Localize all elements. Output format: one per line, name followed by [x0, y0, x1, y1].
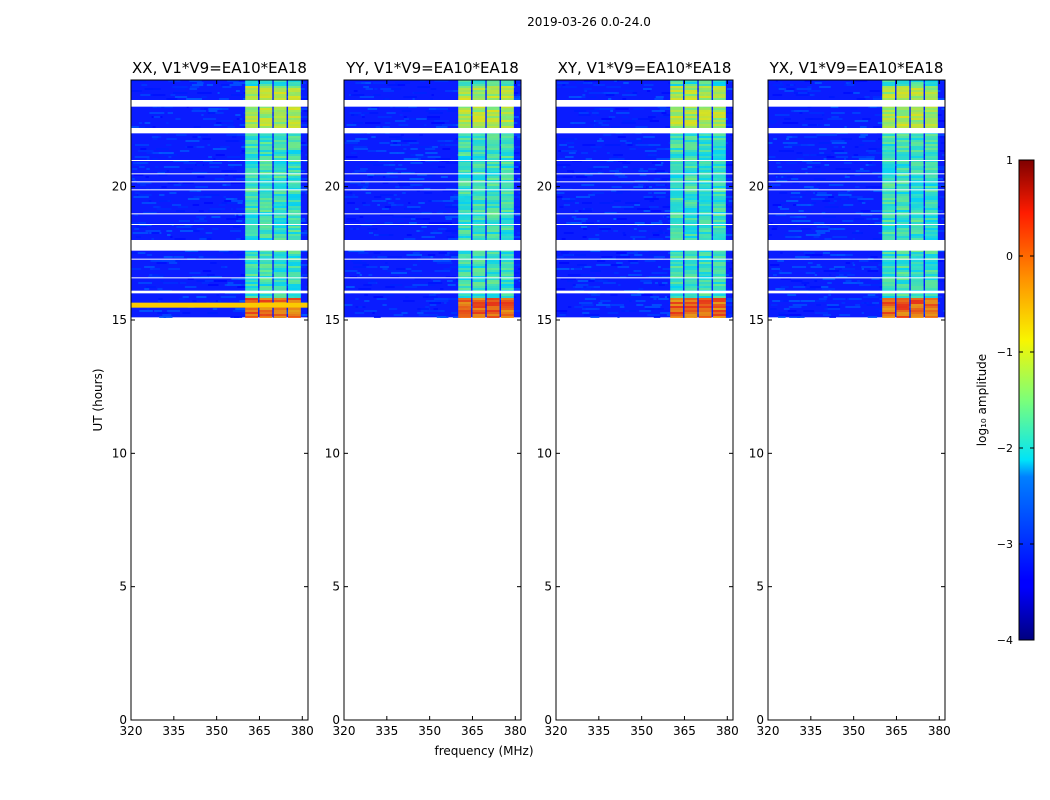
panel-title: YX, V1*V9=EA10*EA18	[769, 59, 944, 77]
x-tick-label: 350	[842, 724, 865, 738]
y-tick-label: 0	[119, 713, 127, 727]
x-tick-label: 335	[799, 724, 822, 738]
panels: XX, V1*V9=EA10*EA18 320 335 350 365 380 0 5 10 15…	[112, 59, 951, 738]
y-tick-label: 20	[112, 180, 127, 194]
y-tick-label: 10	[749, 446, 764, 460]
x-tick-label: 380	[291, 724, 314, 738]
colorbar-tick-label: −4	[997, 634, 1013, 647]
panel-title: XX, V1*V9=EA10*EA18	[132, 59, 307, 77]
panel-xx: XX, V1*V9=EA10*EA18 320 335 350 365 380 0 5 10 15…	[112, 59, 314, 738]
y-tick-label: 20	[749, 180, 764, 194]
colorbar-tick-label: 1	[1006, 154, 1013, 167]
y-tick-label: 5	[119, 580, 127, 594]
panel-title: XY, V1*V9=EA10*EA18	[558, 59, 732, 77]
colorbar-gradient	[1018, 159, 1035, 641]
y-tick-label: 5	[756, 580, 764, 594]
y-tick-label: 10	[112, 446, 127, 460]
x-tick-label: 320	[545, 724, 568, 738]
colorbar-tick-label: −1	[997, 346, 1013, 359]
colorbar-tick-label: 0	[1006, 250, 1013, 263]
x-tick-label: 335	[375, 724, 398, 738]
x-tick-label: 335	[587, 724, 610, 738]
x-tick-label: 350	[630, 724, 653, 738]
x-tick-label: 320	[120, 724, 143, 738]
plot-frame	[767, 79, 946, 721]
y-tick-label: 5	[332, 580, 340, 594]
x-tick-label: 350	[205, 724, 228, 738]
y-tick-label: 15	[325, 313, 340, 327]
x-tick-label: 320	[757, 724, 780, 738]
plot-frame	[555, 79, 734, 721]
y-tick-label: 15	[749, 313, 764, 327]
panel-yy: YY, V1*V9=EA10*EA18 320 335 350 365 380 0 5 10 15…	[325, 59, 527, 738]
y-axis-label: UT (hours)	[91, 368, 105, 431]
x-axis-label: frequency (MHz)	[434, 744, 533, 758]
y-tick-label: 15	[537, 313, 552, 327]
x-tick-label: 380	[716, 724, 739, 738]
dynamic-spectrum	[131, 80, 308, 318]
x-tick-label: 335	[162, 724, 185, 738]
panel-yx: YX, V1*V9=EA10*EA18 320 335 350 365 380 0 5 10 15…	[749, 59, 951, 738]
panel-title: YY, V1*V9=EA10*EA18	[345, 59, 519, 77]
y-tick-label: 0	[756, 713, 764, 727]
y-tick-label: 0	[332, 713, 340, 727]
x-tick-label: 380	[928, 724, 951, 738]
dynamic-spectrum	[768, 80, 945, 318]
y-tick-label: 15	[112, 313, 127, 327]
y-tick-label: 20	[325, 180, 340, 194]
y-tick-label: 10	[325, 446, 340, 460]
colorbar-tick-label: −2	[997, 442, 1013, 455]
panel-xy: XY, V1*V9=EA10*EA18 320 335 350 365 380 0 5 10 15…	[537, 59, 739, 738]
dynamic-spectrum	[344, 80, 521, 318]
plot-frame	[130, 79, 309, 721]
x-tick-label: 365	[885, 724, 908, 738]
colorbar-tick-label: −3	[997, 538, 1013, 551]
x-tick-label: 320	[333, 724, 356, 738]
colorbar: −4 −3 −2 −1 0 1 log₁₀ amplitude	[975, 154, 1035, 647]
x-tick-label: 380	[504, 724, 527, 738]
y-tick-label: 5	[544, 580, 552, 594]
figure-title: 2019-03-26 0.0-24.0	[527, 15, 651, 29]
y-tick-label: 20	[537, 180, 552, 194]
x-tick-label: 365	[461, 724, 484, 738]
y-tick-label: 10	[537, 446, 552, 460]
x-tick-label: 365	[248, 724, 271, 738]
dynamic-spectrum	[556, 80, 733, 318]
x-tick-label: 365	[673, 724, 696, 738]
plot-frame	[343, 79, 522, 721]
x-tick-label: 350	[418, 724, 441, 738]
colorbar-label: log₁₀ amplitude	[975, 354, 989, 446]
y-tick-label: 0	[544, 713, 552, 727]
